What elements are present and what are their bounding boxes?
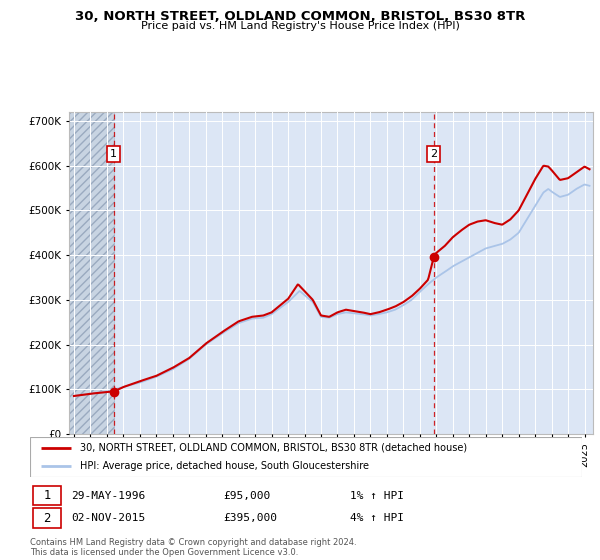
Bar [33,486,61,505]
Text: Contains HM Land Registry data © Crown copyright and database right 2024.: Contains HM Land Registry data © Crown c… [30,538,356,547]
Text: 4% ↑ HPI: 4% ↑ HPI [350,513,404,523]
Text: HPI: Average price, detached house, South Gloucestershire: HPI: Average price, detached house, Sout… [80,461,368,471]
Text: 30, NORTH STREET, OLDLAND COMMON, BRISTOL, BS30 8TR: 30, NORTH STREET, OLDLAND COMMON, BRISTO… [75,10,525,23]
Text: 2: 2 [430,149,437,159]
Text: 30, NORTH STREET, OLDLAND COMMON, BRISTOL, BS30 8TR (detached house): 30, NORTH STREET, OLDLAND COMMON, BRISTO… [80,443,467,452]
Text: This data is licensed under the Open Government Licence v3.0.: This data is licensed under the Open Gov… [30,548,298,557]
Text: £95,000: £95,000 [223,491,271,501]
Text: £395,000: £395,000 [223,513,277,523]
Bar [33,508,61,528]
Bar [69,112,113,434]
Text: 1: 1 [110,149,117,159]
Text: 1% ↑ HPI: 1% ↑ HPI [350,491,404,501]
Text: 29-MAY-1996: 29-MAY-1996 [71,491,146,501]
Text: 2: 2 [43,511,51,525]
Bar [69,112,113,434]
Text: 1: 1 [43,489,51,502]
Text: Price paid vs. HM Land Registry's House Price Index (HPI): Price paid vs. HM Land Registry's House … [140,21,460,31]
Text: 02-NOV-2015: 02-NOV-2015 [71,513,146,523]
